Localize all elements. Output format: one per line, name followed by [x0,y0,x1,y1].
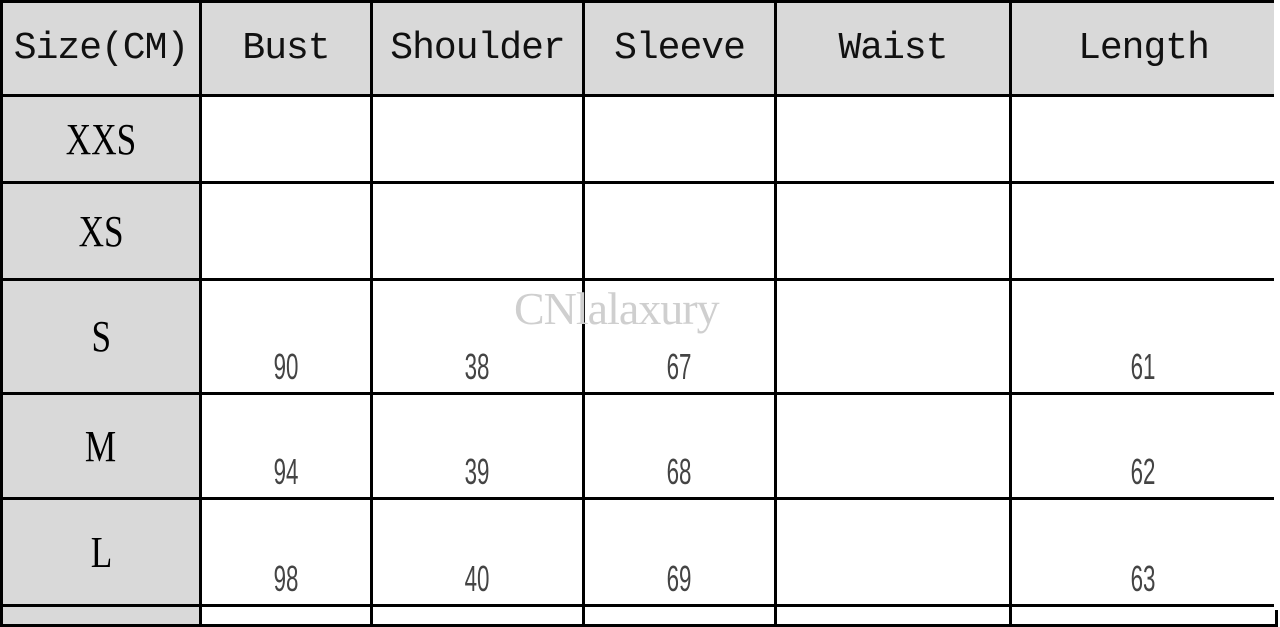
value-text: 67 [667,346,692,387]
header-waist: Waist [774,0,1012,97]
size-label: M [85,421,117,471]
value-cell [774,94,1012,184]
value-text: 39 [465,451,490,492]
value-cell: 61 [1009,278,1278,395]
value-cell: 40 [370,497,585,607]
value-cell: 63 [1009,497,1278,607]
value-cell [582,181,777,281]
value-text: 63 [1131,558,1156,599]
size-label: S [91,312,111,361]
value-text: 69 [667,558,692,599]
value-cell [774,497,1012,607]
table-row: XXS [0,94,1278,184]
value-cell [1009,604,1278,627]
value-cell: 90 [199,278,373,395]
value-cell [582,94,777,184]
size-label: XXS [65,114,137,164]
header-shoulder: Shoulder [370,0,585,97]
table-row: S 90 38 67 61 [0,278,1278,395]
value-cell: 69 [582,497,777,607]
value-cell [370,604,585,627]
table-row: M 94 39 68 62 [0,392,1278,500]
value-text: 68 [667,451,692,492]
value-cell: 98 [199,497,373,607]
size-cell [0,604,202,627]
size-cell: XS [0,181,202,281]
table-row-partial [0,604,1278,627]
value-cell [370,181,585,281]
value-text: 61 [1131,346,1156,387]
value-cell [1009,94,1278,184]
header-length: Length [1009,0,1278,97]
header-size: Size(CM) [0,0,202,97]
header-sleeve: Sleeve [582,0,777,97]
size-label: XS [78,206,124,256]
right-edge [1274,0,1280,610]
size-label: L [90,527,112,577]
value-cell [774,181,1012,281]
value-cell [774,604,1012,627]
size-cell: M [0,392,202,500]
value-cell [199,181,373,281]
value-cell: 38 [370,278,585,395]
size-cell: XXS [0,94,202,184]
value-text: 38 [465,346,490,387]
value-cell: 68 [582,392,777,500]
table-row: L 98 40 69 63 [0,497,1278,607]
value-text: 40 [465,558,490,599]
value-cell: 67 [582,278,777,395]
size-cell: L [0,497,202,607]
value-cell [1009,181,1278,281]
value-text: 98 [273,558,299,599]
header-bust: Bust [199,0,373,97]
value-cell [370,94,585,184]
size-cell: S [0,278,202,395]
value-cell: 39 [370,392,585,500]
value-cell [199,604,373,627]
value-cell [774,278,1012,395]
value-cell [774,392,1012,500]
value-cell [582,604,777,627]
value-text: 90 [273,346,299,387]
value-text: 94 [273,451,299,492]
value-cell [199,94,373,184]
value-cell: 62 [1009,392,1278,500]
value-text: 62 [1131,451,1156,492]
value-cell: 94 [199,392,373,500]
header-row: Size(CM) Bust Shoulder Sleeve Waist Leng… [0,0,1278,97]
table-row: XS [0,181,1278,281]
